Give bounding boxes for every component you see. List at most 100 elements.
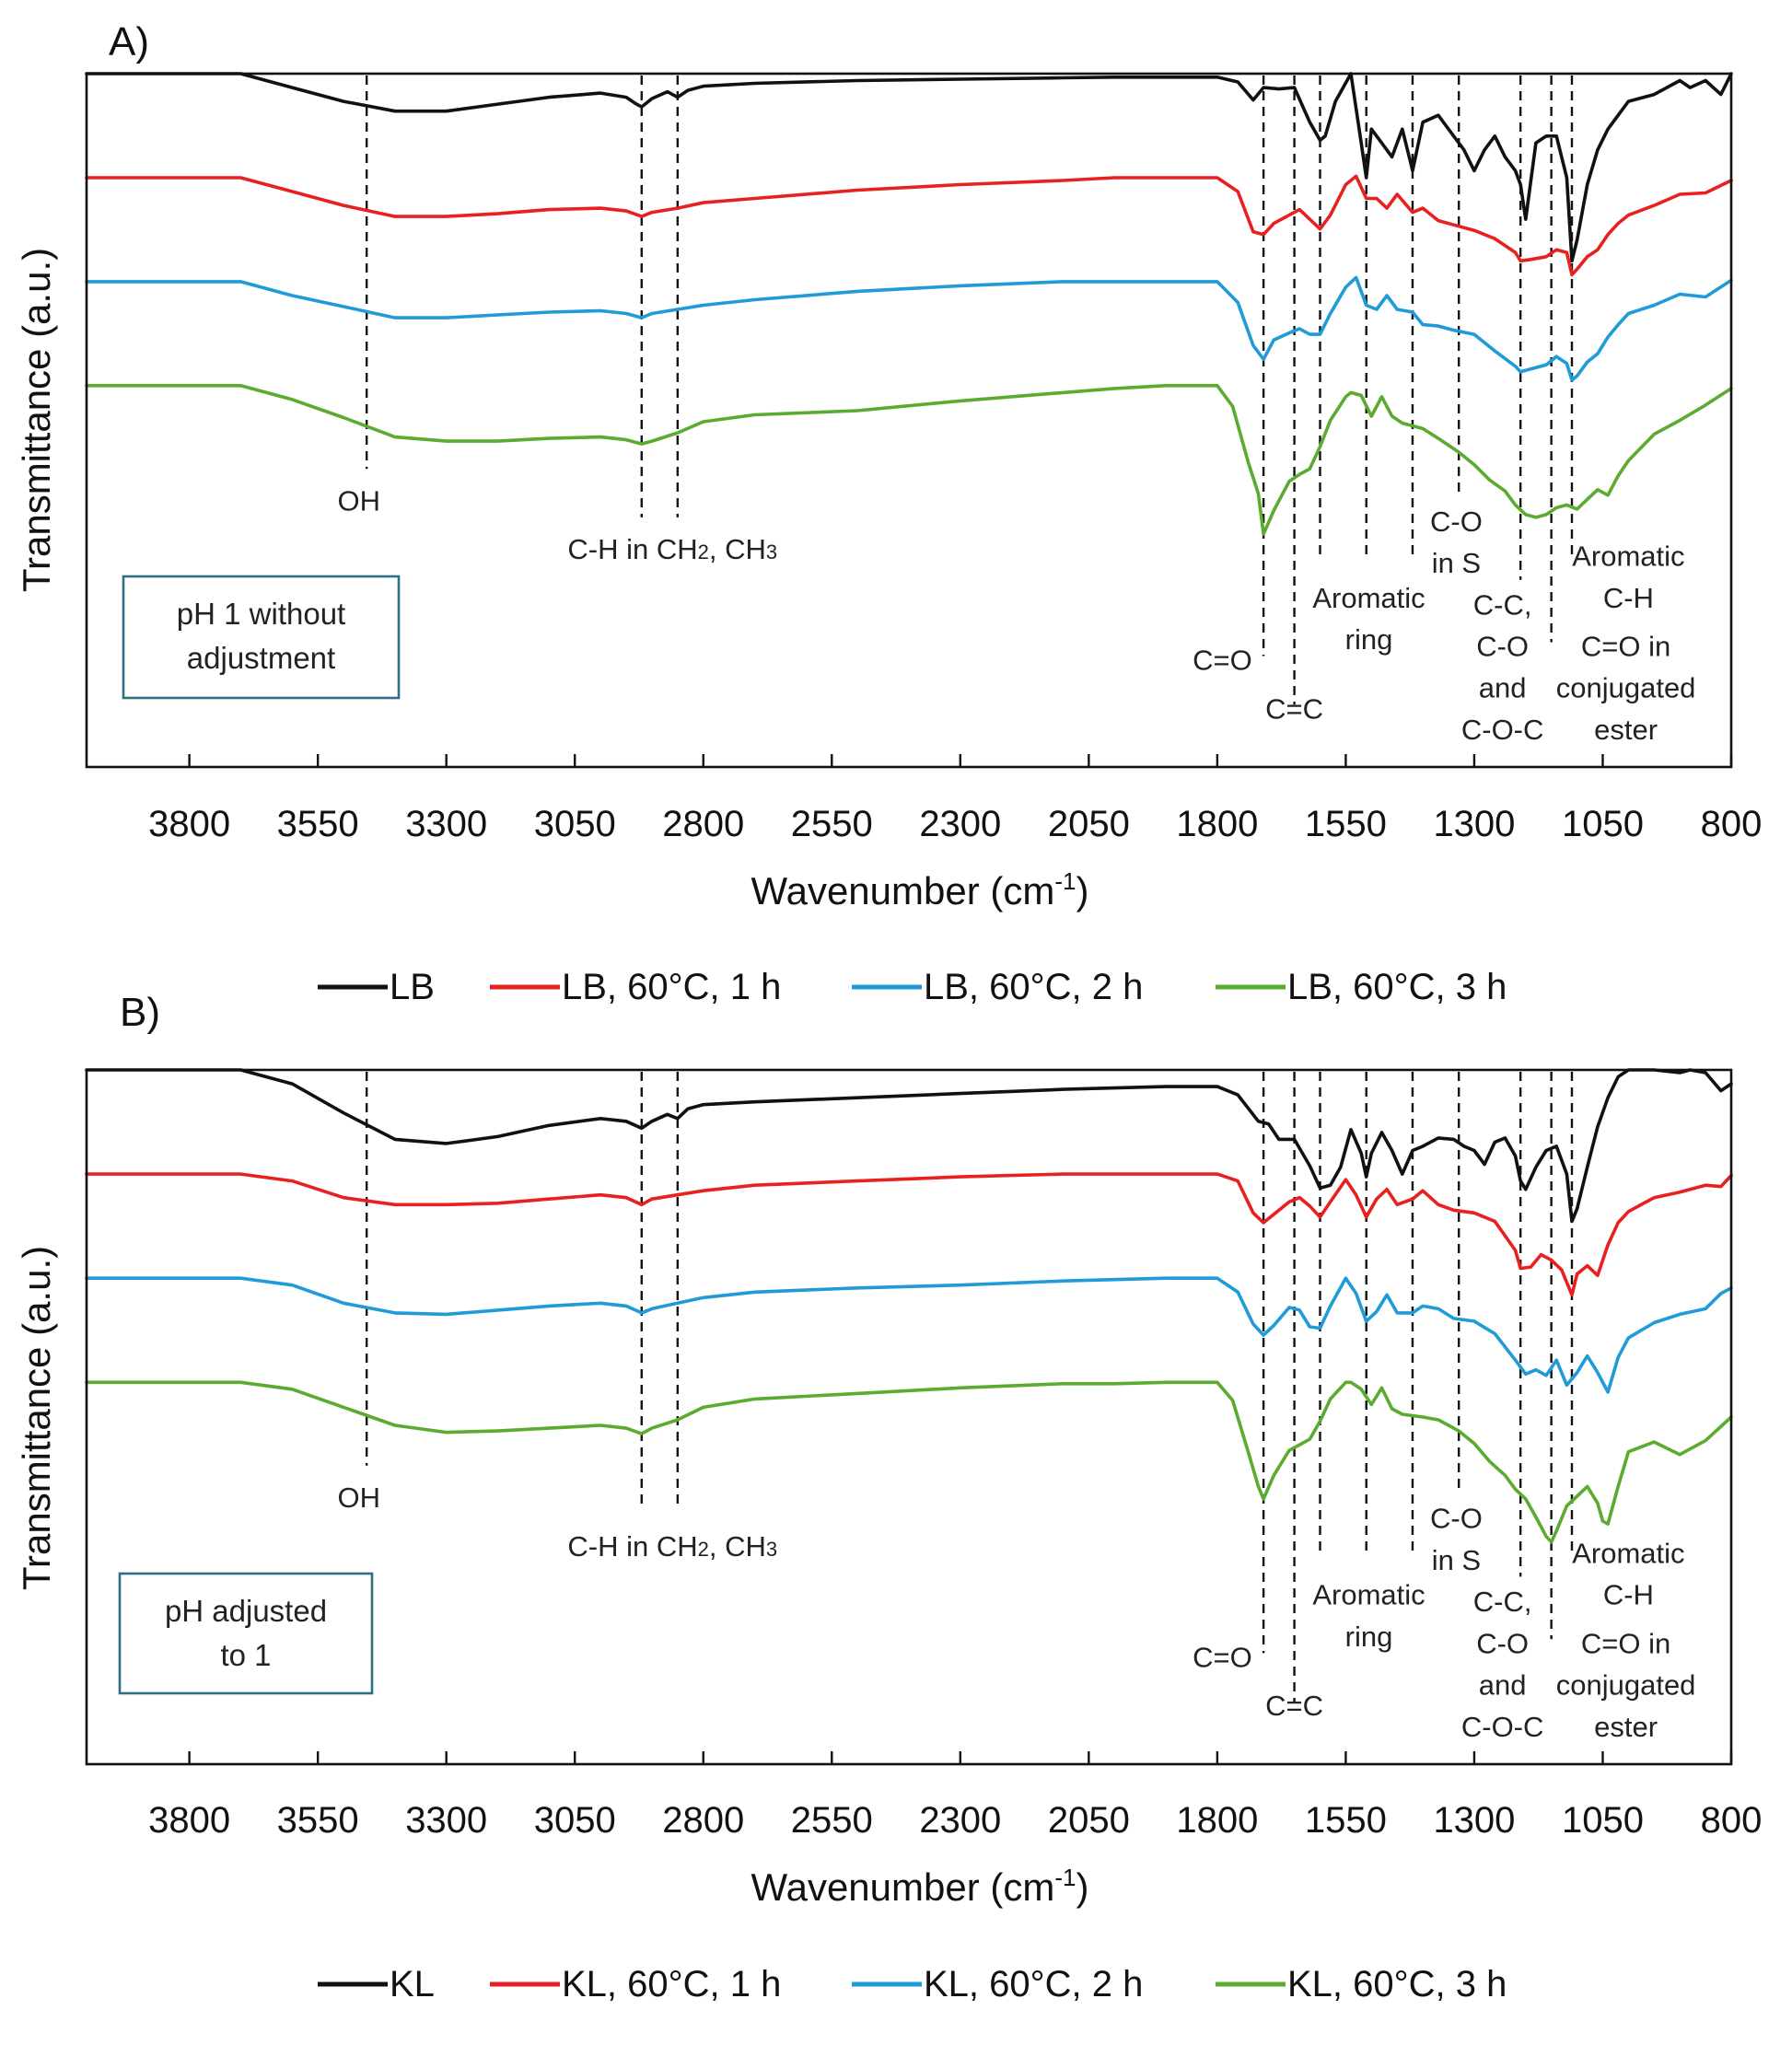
annotation-text: ring bbox=[1345, 623, 1393, 656]
x-axis-label-main: Wavenumber (cm bbox=[751, 869, 1055, 912]
panel-label: A) bbox=[109, 19, 149, 64]
condition-box-text: adjustment bbox=[187, 641, 335, 675]
annotation-text: in S bbox=[1432, 547, 1481, 579]
annotation-text: C-O-C bbox=[1461, 1711, 1544, 1743]
peak-annotation: and bbox=[1479, 1669, 1527, 1702]
x-tick-label: 3300 bbox=[405, 1800, 487, 1841]
x-axis-label: Wavenumber (cm-1) bbox=[751, 1864, 1089, 1909]
condition-box-text: pH adjusted bbox=[165, 1594, 327, 1628]
peak-annotation: C=C bbox=[1265, 692, 1323, 725]
annotation-text: ring bbox=[1345, 1621, 1393, 1653]
x-tick-label: 3800 bbox=[148, 1800, 230, 1841]
plot-frame bbox=[85, 1068, 1733, 1766]
peak-annotation: C-O bbox=[1430, 505, 1483, 538]
x-axis-label-end: ) bbox=[1076, 1865, 1088, 1909]
x-axis-label-sup: -1 bbox=[1054, 867, 1076, 895]
peak-annotation: Aromatic bbox=[1312, 1579, 1425, 1611]
peak-annotation: ester bbox=[1594, 1711, 1658, 1743]
annotation-text: C-O bbox=[1430, 505, 1483, 538]
peak-annotation: Aromatic bbox=[1572, 540, 1684, 573]
annotation-text: C-H bbox=[1603, 1579, 1654, 1611]
peak-annotation: C=C bbox=[1265, 1690, 1323, 1722]
peak-annotation: ring bbox=[1345, 1621, 1393, 1653]
legend: KL KL, 60°C, 1 h KL, 60°C, 2 h KL, 60°C, 3 … bbox=[318, 1964, 1507, 2004]
legend-label: LB, 60°C, 1 h bbox=[562, 967, 781, 1007]
annotation-text: C-C, bbox=[1473, 588, 1532, 621]
annotation-text: C-C, bbox=[1473, 1586, 1532, 1618]
x-tick-label: 1300 bbox=[1433, 804, 1515, 844]
x-tick-label: 2300 bbox=[919, 804, 1001, 844]
y-axis-label: Transmittance (a.u.) bbox=[15, 1246, 58, 1590]
annotation-text: Aromatic bbox=[1312, 582, 1425, 614]
x-tick-label: 2050 bbox=[1048, 1800, 1130, 1841]
legend-label: LB, 60°C, 2 h bbox=[924, 967, 1143, 1007]
annotation-text: ester bbox=[1594, 1711, 1658, 1743]
peak-annotation: and bbox=[1479, 672, 1527, 704]
condition-box-text: pH 1 without bbox=[177, 597, 345, 631]
annotation-text: and bbox=[1479, 672, 1527, 704]
x-tick-label: 1050 bbox=[1562, 804, 1644, 844]
annotation-text: C-H in CH bbox=[567, 1530, 697, 1563]
annotation-text: C-H bbox=[1603, 582, 1654, 614]
series-line-0 bbox=[85, 72, 1733, 263]
annotation-text: C-O bbox=[1430, 1503, 1483, 1535]
peak-annotation: OH bbox=[338, 1481, 381, 1514]
series-line-1 bbox=[85, 1172, 1733, 1297]
x-tick-label: 3550 bbox=[277, 804, 359, 844]
peak-annotation: C-O bbox=[1476, 1627, 1529, 1659]
annotation-text: C=O in bbox=[1581, 1627, 1670, 1659]
series-line-3 bbox=[85, 1380, 1733, 1544]
peak-annotation: in S bbox=[1432, 547, 1481, 579]
series-line-0 bbox=[85, 1068, 1733, 1224]
series-line-2 bbox=[85, 275, 1733, 382]
series-line-1 bbox=[85, 174, 1733, 277]
peak-annotation: in S bbox=[1432, 1544, 1481, 1576]
condition-box bbox=[122, 575, 401, 700]
condition-box bbox=[118, 1572, 374, 1695]
annotation-text: C=C bbox=[1265, 692, 1323, 725]
peak-annotation: ester bbox=[1594, 714, 1658, 746]
plot-frame bbox=[85, 72, 1733, 769]
peak-annotation: Aromatic bbox=[1312, 582, 1425, 614]
condition-box-text: to 1 bbox=[220, 1638, 271, 1672]
legend: LB LB, 60°C, 1 h LB, 60°C, 2 h LB, 60°C, 3 … bbox=[318, 967, 1507, 1007]
annotation-sub2: 3 bbox=[766, 540, 777, 564]
annotation-text: in S bbox=[1432, 1544, 1481, 1576]
peak-annotation: C=O bbox=[1193, 1641, 1252, 1673]
annotation-text2: , CH bbox=[709, 533, 766, 565]
annotation-text: C=O in bbox=[1581, 631, 1670, 663]
peak-annotation: C-O bbox=[1430, 1503, 1483, 1535]
x-tick-label: 3050 bbox=[534, 804, 616, 844]
peak-annotation: C-O-C bbox=[1461, 714, 1544, 746]
chart-panel-a: A)Transmittance (a.u.)3800 3550 3300 3050 28… bbox=[15, 19, 1762, 1007]
annotation-text: and bbox=[1479, 1669, 1527, 1702]
x-tick-label: 3050 bbox=[534, 1800, 616, 1841]
annotation-text: C-O bbox=[1476, 631, 1529, 663]
x-axis-label: Wavenumber (cm-1) bbox=[751, 867, 1089, 912]
peak-annotation: conjugated bbox=[1556, 1669, 1696, 1702]
peak-annotation: C=O bbox=[1193, 645, 1252, 677]
annotation-text: C-O bbox=[1476, 1627, 1529, 1659]
annotation-text: C-H in CH bbox=[567, 533, 697, 565]
x-tick-label: 2800 bbox=[662, 1800, 744, 1841]
legend-label: LB, 60°C, 3 h bbox=[1287, 967, 1507, 1007]
x-tick-label: 2550 bbox=[791, 1800, 873, 1841]
peak-annotation: C-C, bbox=[1473, 1586, 1532, 1618]
x-tick-label: 800 bbox=[1701, 804, 1763, 844]
peak-annotation: C-H bbox=[1603, 582, 1654, 614]
x-tick-label: 2050 bbox=[1048, 804, 1130, 844]
annotation-sub: 2 bbox=[698, 1538, 709, 1561]
legend-label: LB bbox=[390, 967, 435, 1007]
x-tick-label: 3800 bbox=[148, 804, 230, 844]
annotation-text: conjugated bbox=[1556, 1669, 1696, 1702]
x-tick-label: 2550 bbox=[791, 804, 873, 844]
x-tick-label: 1050 bbox=[1562, 1800, 1644, 1841]
annotation-text: C=C bbox=[1265, 1690, 1323, 1722]
x-tick-label: 2300 bbox=[919, 1800, 1001, 1841]
x-tick-label: 1800 bbox=[1176, 1800, 1258, 1841]
x-tick-label: 1800 bbox=[1176, 804, 1258, 844]
x-axis-label-sup: -1 bbox=[1054, 1864, 1076, 1891]
legend-label: KL, 60°C, 3 h bbox=[1287, 1964, 1507, 2004]
series-line-2 bbox=[85, 1276, 1733, 1394]
x-axis-label-end: ) bbox=[1076, 869, 1088, 912]
